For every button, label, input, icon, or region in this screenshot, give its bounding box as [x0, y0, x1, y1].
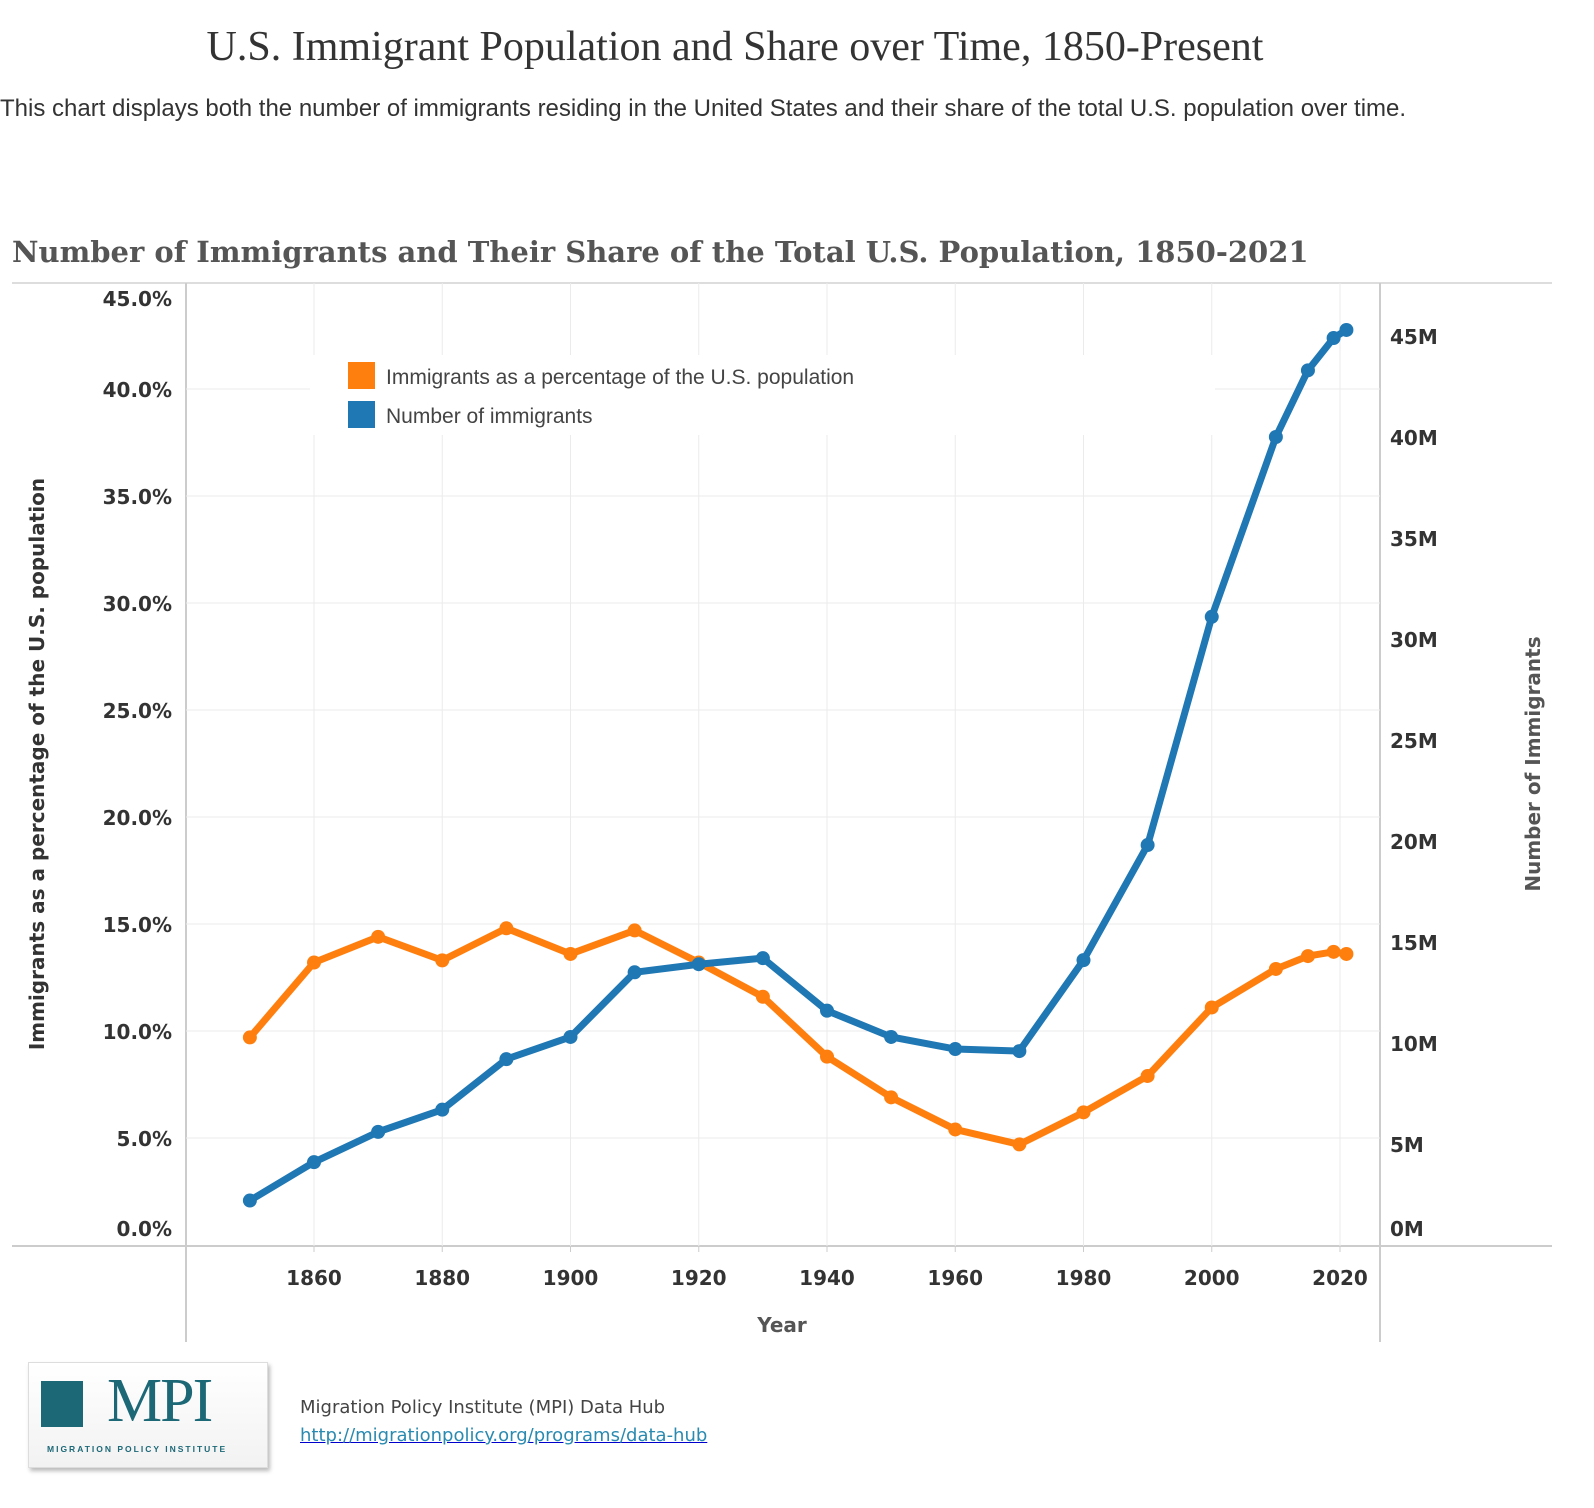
data-point	[1339, 322, 1354, 337]
y-left-tick-label: 45.0%	[103, 287, 172, 311]
data-point	[755, 989, 770, 1004]
x-tick-label: 1960	[927, 1266, 983, 1290]
data-point	[435, 953, 450, 968]
legend-label: Number of immigrants	[386, 405, 593, 428]
x-tick-label: 1940	[799, 1266, 855, 1290]
y-left-tick-label: 0.0%	[117, 1217, 172, 1241]
y-right-tick-label: 15M	[1390, 931, 1438, 955]
data-point	[499, 921, 514, 936]
data-point	[1326, 944, 1341, 959]
x-tick-label: 1900	[543, 1266, 599, 1290]
y-left-tick-label: 40.0%	[103, 378, 172, 402]
y-left-axis-title: Immigrants as a percentage of the U.S. p…	[25, 478, 49, 1050]
data-point	[1300, 949, 1315, 964]
data-point	[563, 1029, 578, 1044]
x-axis-title: Year	[756, 1313, 807, 1337]
y-left-tick-label: 35.0%	[103, 485, 172, 509]
legend-swatch	[348, 401, 375, 428]
y-right-tick-label: 0M	[1390, 1217, 1424, 1241]
logo-subtitle: MIGRATION POLICY INSTITUTE	[47, 1444, 228, 1454]
data-point	[1204, 1000, 1219, 1015]
x-tick-label: 2020	[1312, 1266, 1368, 1290]
source-text: Migration Policy Institute (MPI) Data Hu…	[300, 1397, 666, 1418]
y-right-tick-label: 40M	[1390, 426, 1438, 450]
data-point	[1076, 1105, 1091, 1120]
y-right-tick-label: 10M	[1390, 1032, 1438, 1056]
y-left-tick-label: 30.0%	[103, 592, 172, 616]
mpi-logo: MPI MIGRATION POLICY INSTITUTE	[28, 1362, 268, 1468]
data-point	[242, 1193, 257, 1208]
x-tick-label: 1860	[286, 1266, 342, 1290]
data-point	[1012, 1044, 1027, 1059]
data-point	[563, 946, 578, 961]
y-left-tick-label: 10.0%	[103, 1020, 172, 1044]
x-tick-label: 1920	[671, 1266, 727, 1290]
data-point	[1076, 953, 1091, 968]
data-point	[242, 1030, 257, 1045]
data-point	[1012, 1137, 1027, 1152]
y-right-axis-title: Number of Immigrants	[1521, 636, 1545, 891]
data-point	[371, 929, 386, 944]
data-point	[1140, 838, 1155, 853]
data-point	[884, 1029, 899, 1044]
logo-text: MPI	[107, 1367, 213, 1435]
series-line	[248, 326, 1349, 1204]
series-line	[247, 924, 1347, 1148]
data-point	[1339, 946, 1354, 961]
data-point	[371, 1124, 386, 1139]
y-left-tick-label: 20.0%	[103, 806, 172, 830]
y-right-tick-label: 5M	[1390, 1133, 1424, 1157]
data-point	[1268, 961, 1283, 976]
data-point	[1140, 1068, 1155, 1083]
x-tick-label: 1980	[1056, 1266, 1112, 1290]
data-point	[1268, 430, 1283, 444]
legend-background	[310, 355, 1215, 435]
data-point	[948, 1042, 963, 1057]
data-point	[1300, 363, 1315, 378]
data-point	[435, 1102, 450, 1117]
y-right-tick-label: 30M	[1390, 628, 1438, 652]
data-point	[820, 1049, 834, 1064]
y-right-tick-label: 20M	[1390, 830, 1438, 854]
data-point	[1326, 331, 1341, 346]
data-point	[884, 1090, 899, 1105]
y-right-tick-label: 45M	[1390, 325, 1438, 349]
page-title: U.S. Immigrant Population and Share over…	[206, 24, 1264, 70]
data-point	[627, 965, 642, 980]
x-tick-label: 1880	[414, 1266, 470, 1290]
data-point	[948, 1122, 963, 1137]
y-right-tick-label: 25M	[1390, 729, 1438, 753]
data-point	[627, 923, 642, 938]
x-tick-label: 2000	[1184, 1266, 1240, 1290]
chart-title: Number of Immigrants and Their Share of …	[12, 235, 1309, 269]
data-point	[820, 1003, 834, 1018]
y-left-tick-label: 5.0%	[117, 1127, 172, 1151]
y-left-tick-label: 15.0%	[103, 913, 172, 937]
source-block: Migration Policy Institute (MPI) Data Hu…	[300, 1394, 707, 1450]
legend-swatch	[348, 362, 375, 389]
data-point	[691, 957, 706, 972]
page-description: This chart displays both the number of i…	[0, 95, 1407, 122]
legend-label: Immigrants as a percentage of the U.S. p…	[386, 366, 854, 389]
source-link[interactable]: http://migrationpolicy.org/programs/data…	[300, 1425, 708, 1446]
data-point	[307, 955, 321, 970]
y-right-tick-label: 35M	[1390, 527, 1438, 551]
data-point	[307, 1155, 321, 1170]
y-left-tick-label: 25.0%	[103, 699, 172, 723]
logo-mark-icon	[41, 1381, 83, 1427]
data-point	[755, 951, 770, 966]
data-point	[499, 1052, 514, 1067]
data-point	[1204, 609, 1219, 624]
